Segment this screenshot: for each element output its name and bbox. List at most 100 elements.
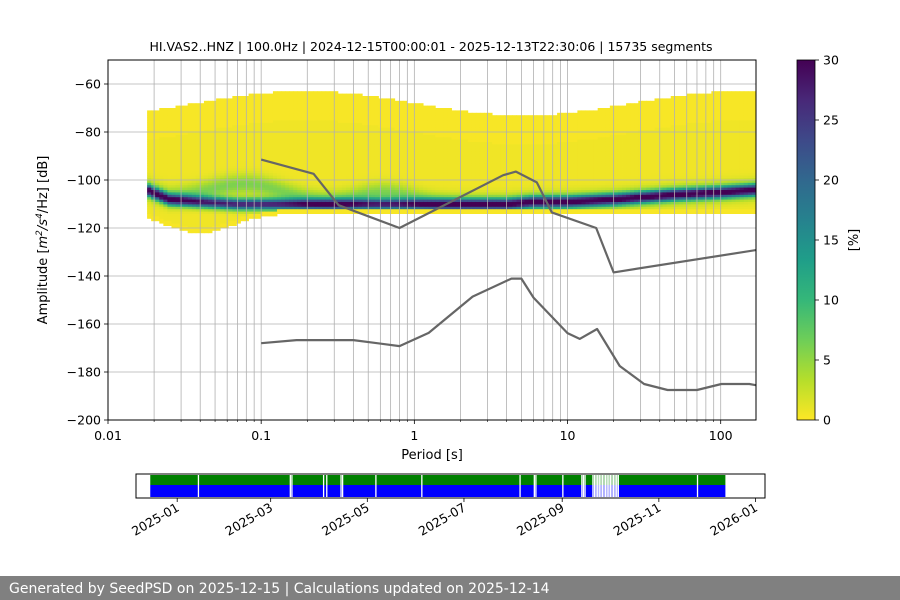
heatmap-cell [236, 148, 241, 152]
heatmap-cell [488, 146, 493, 150]
heatmap-cell [203, 146, 209, 150]
heatmap-cell [171, 213, 176, 217]
heatmap-cell [406, 105, 412, 109]
heatmap-cell [297, 194, 302, 198]
heatmap-cell [277, 182, 282, 186]
heatmap-cell [370, 117, 375, 121]
heatmap-cell [191, 223, 197, 226]
heatmap-cell [435, 187, 440, 190]
heatmap-cell [398, 120, 404, 123]
heatmap-cell [199, 117, 205, 121]
heatmap-cell [423, 105, 428, 109]
heatmap-cell [402, 168, 408, 171]
heatmap-cell [484, 151, 489, 154]
heatmap-cell [419, 120, 424, 123]
heatmap-cell [199, 120, 205, 123]
heatmap-cell [451, 139, 457, 142]
heatmap-cell [382, 199, 387, 202]
heatmap-cell [236, 156, 241, 159]
heatmap-cell [390, 199, 396, 202]
heatmap-cell [557, 160, 562, 164]
heatmap-cell [382, 98, 387, 102]
heatmap-cell [232, 141, 237, 145]
heatmap-cell [183, 172, 189, 176]
heatmap-cell [484, 163, 489, 166]
heatmap-cell [406, 117, 412, 121]
heatmap-cell [199, 199, 205, 202]
heatmap-cell [492, 139, 497, 142]
heatmap-cell [488, 141, 493, 145]
heatmap-cell [264, 129, 270, 133]
heatmap-cell [272, 194, 278, 198]
heatmap-cell [406, 168, 412, 171]
heatmap-cell [313, 105, 318, 109]
heatmap-cell [455, 110, 461, 114]
heatmap-cell [337, 132, 343, 135]
heatmap-cell [151, 156, 156, 159]
heatmap-cell [443, 196, 448, 200]
heatmap-cell [285, 146, 290, 150]
heatmap-cell [216, 127, 221, 130]
heatmap-cell [167, 165, 172, 169]
heatmap-cell [374, 108, 379, 111]
heatmap-cell [252, 117, 258, 121]
heatmap-cell [183, 160, 189, 164]
heatmap-cell [354, 120, 359, 123]
heatmap-cell [524, 134, 530, 138]
heatmap-cell [191, 180, 197, 183]
heatmap-cell [544, 146, 550, 150]
heatmap-cell [212, 129, 217, 133]
heatmap-cell [382, 117, 387, 121]
heatmap-cell [175, 201, 180, 205]
heatmap-cell [212, 211, 217, 214]
heatmap-cell [179, 216, 185, 219]
heatmap-cell [224, 100, 229, 104]
heatmap-cell [159, 153, 164, 157]
heatmap-cell [341, 139, 347, 142]
heatmap-cell [500, 158, 505, 162]
heatmap-cell [289, 98, 294, 102]
heatmap-cell [228, 180, 233, 183]
heatmap-cell [354, 163, 359, 166]
heatmap-cell [463, 199, 469, 202]
heatmap-cell [240, 192, 245, 195]
heatmap-cell [520, 211, 526, 214]
heatmap-cell [236, 139, 241, 142]
heatmap-cell [398, 184, 404, 188]
heatmap-cell [207, 134, 213, 138]
heatmap-cell [390, 172, 396, 176]
heatmap-cell [561, 127, 566, 130]
heatmap-cell [467, 201, 473, 205]
heatmap-cell [419, 139, 424, 142]
heatmap-cell [341, 208, 347, 212]
heatmap-cell [191, 189, 197, 193]
heatmap-cell [492, 156, 497, 159]
heatmap-cell [321, 148, 327, 152]
heatmap-cell [508, 156, 513, 159]
heatmap-cell [471, 136, 477, 140]
heatmap-cell [167, 220, 172, 224]
heatmap-cell [386, 160, 392, 164]
heatmap-cell [191, 163, 197, 166]
heatmap-cell [536, 199, 542, 202]
heatmap-cell [455, 189, 461, 193]
heatmap-cell [268, 132, 274, 135]
heatmap-cell [561, 160, 566, 164]
heatmap-cell [333, 124, 339, 128]
heatmap-cell [337, 180, 343, 183]
heatmap-cell [317, 170, 323, 174]
heatmap-cell [281, 117, 286, 121]
heatmap-cell [252, 192, 258, 195]
heatmap-cell [536, 172, 542, 176]
heatmap-cell [415, 108, 420, 111]
heatmap-cell [187, 228, 193, 231]
heatmap-cell [435, 182, 440, 186]
heatmap-cell [183, 120, 189, 123]
heatmap-cell [281, 199, 286, 202]
heatmap-cell [370, 187, 375, 190]
heatmap-cell [427, 115, 432, 118]
heatmap-cell [439, 132, 444, 135]
heatmap-cell [536, 144, 542, 147]
heatmap-cell [228, 208, 233, 212]
heatmap-cell [382, 120, 387, 123]
